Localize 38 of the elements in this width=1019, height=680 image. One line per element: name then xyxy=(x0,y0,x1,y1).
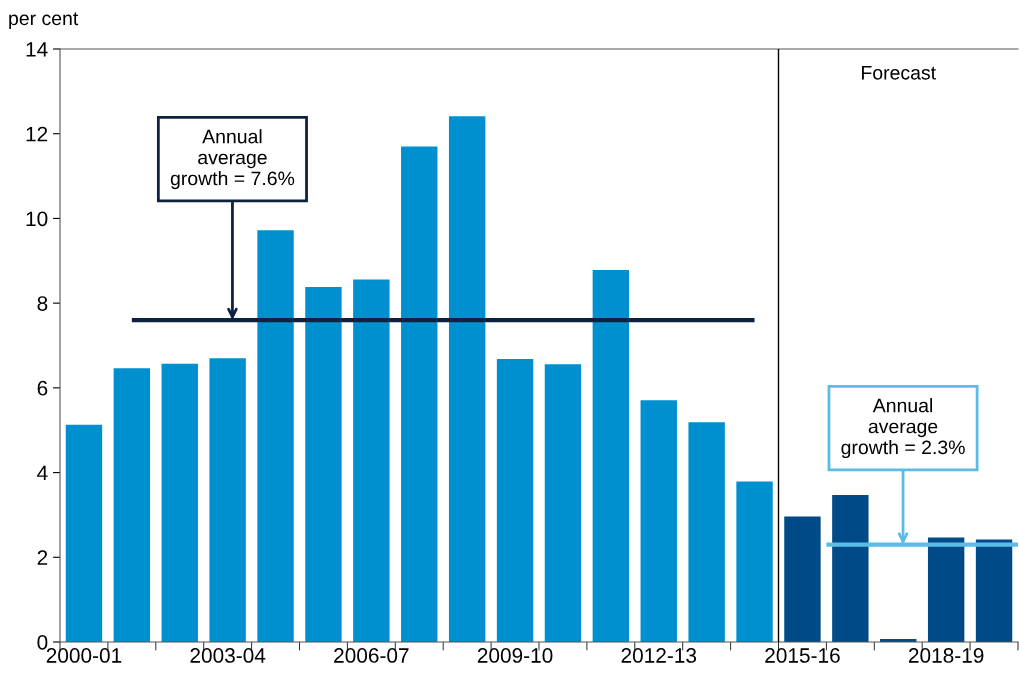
annotation: Annual average growth = 7.6% xyxy=(170,129,295,190)
bar xyxy=(592,270,630,642)
x-tick-label: 2012-13 xyxy=(621,648,697,663)
bar xyxy=(113,368,151,642)
x-tick-label: 2018-19 xyxy=(908,648,984,663)
bar xyxy=(209,358,246,642)
bar xyxy=(688,422,725,642)
bar xyxy=(640,400,677,642)
bar xyxy=(832,495,869,642)
y-tick-label: 8 xyxy=(37,296,48,311)
bar xyxy=(305,287,342,642)
annotation: Forecast xyxy=(862,66,936,80)
y-axis-title: per cent xyxy=(9,12,79,30)
bar xyxy=(257,230,294,642)
x-tick-label: 2000-01 xyxy=(46,648,122,663)
y-tick-label: 14 xyxy=(26,42,48,57)
y-tick-label: 10 xyxy=(26,211,48,227)
bar xyxy=(927,537,965,642)
x-tick-label: 2009-10 xyxy=(477,648,553,663)
x-tick-label: 2006-07 xyxy=(334,648,409,663)
y-tick-label: 2 xyxy=(37,550,48,565)
bar xyxy=(353,279,390,642)
x-tick-label: 2003-04 xyxy=(190,648,266,663)
bar xyxy=(784,516,821,642)
bar xyxy=(161,363,198,642)
y-tick-label: 0 xyxy=(37,635,48,650)
y-tick-label: 6 xyxy=(37,380,48,396)
bar xyxy=(448,116,486,642)
bar xyxy=(65,424,103,642)
bar xyxy=(544,364,582,642)
bar xyxy=(401,146,438,642)
bar xyxy=(736,481,773,642)
bar xyxy=(975,539,1013,642)
y-tick-label: 12 xyxy=(26,126,48,142)
x-tick-label: 2015-16 xyxy=(765,648,840,663)
y-tick-label: 4 xyxy=(37,465,48,481)
annotation: Annual average growth = 2.3% xyxy=(841,398,965,459)
bar xyxy=(496,359,534,642)
